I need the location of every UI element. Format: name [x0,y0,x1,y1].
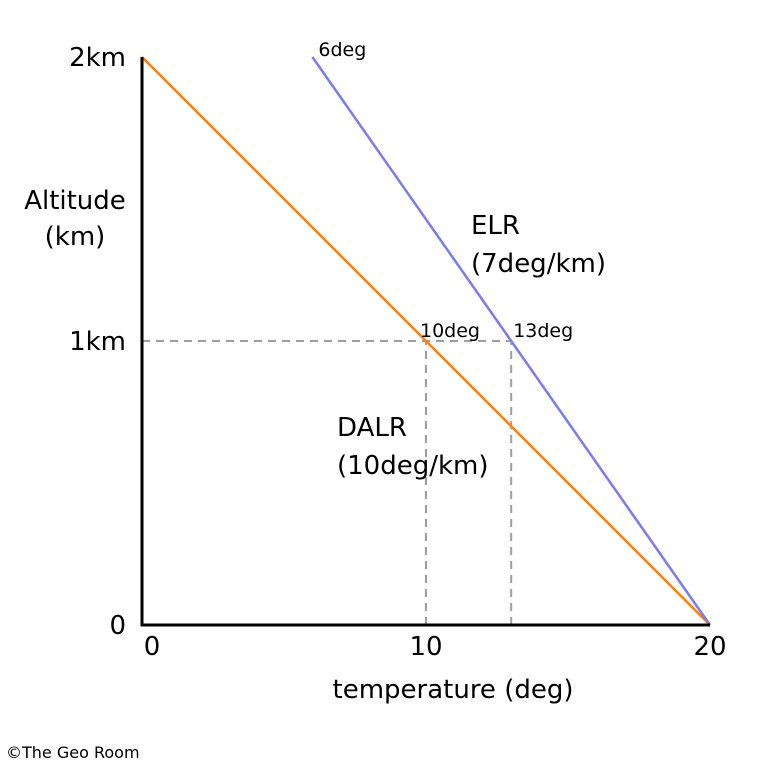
y-tick-label-0: 0 [109,611,126,641]
y-axis-title-line1: Altitude [24,186,126,216]
credit-text: ©The Geo Room [6,743,140,762]
y-axis-title-line2: (km) [45,222,106,252]
elr-series-label-line2: (7deg/km) [471,249,606,279]
elr-series-line [311,56,712,626]
dalr-series-label-line2: (10deg/km) [337,451,489,481]
x-axis-title: temperature (deg) [333,675,574,705]
x-tick-label-10: 10 [409,632,442,662]
x-tick-label-0: 0 [144,632,161,662]
y-tick-label-2km: 2km [69,43,126,73]
dalr-series-line [141,56,711,626]
dalr-series-label-line1: DALR [337,413,407,443]
y-tick-label-1km: 1km [69,327,126,357]
series-lines [141,56,712,626]
annotation-6deg: 6deg [318,39,366,61]
x-tick-label-20: 20 [693,632,726,662]
annotation-13deg: 13deg [513,320,573,342]
reference-lines [142,340,513,625]
elr-series-label-line1: ELR [471,211,520,241]
annotation-10deg: 10deg [420,320,480,342]
